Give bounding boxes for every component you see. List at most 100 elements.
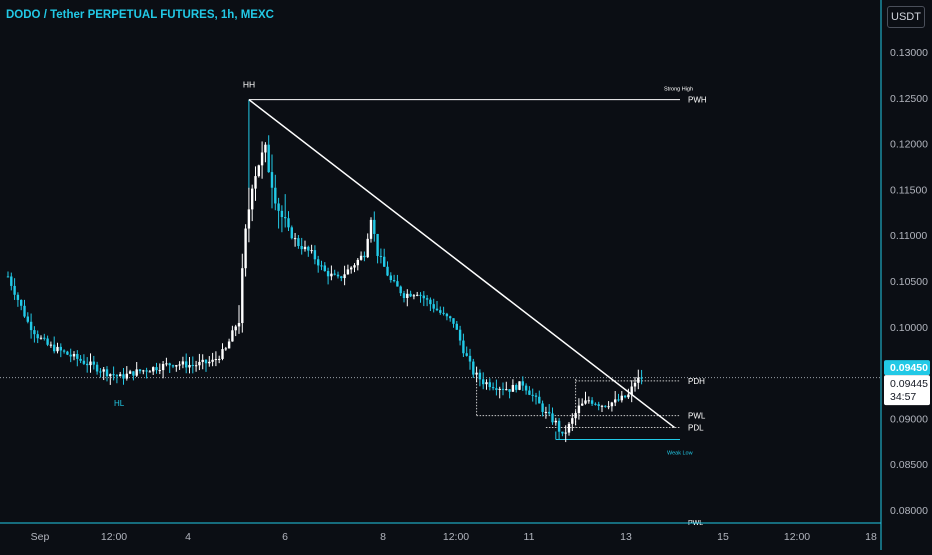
candle-body <box>92 361 95 365</box>
candle <box>524 383 528 395</box>
candle <box>422 291 425 307</box>
candle <box>359 251 363 261</box>
candle-body <box>584 400 587 404</box>
candle-body <box>633 382 637 387</box>
candle <box>508 389 511 399</box>
candle-body <box>62 350 66 352</box>
candle <box>270 154 274 209</box>
candle <box>264 142 267 163</box>
candle-body <box>630 386 633 395</box>
candle-body <box>432 304 435 309</box>
candle <box>224 346 227 351</box>
candle-body <box>419 294 422 296</box>
candle-body <box>508 389 511 392</box>
candle <box>567 421 571 436</box>
candle-body <box>303 246 307 250</box>
candle <box>181 356 185 369</box>
levels-layer <box>0 99 880 440</box>
candle <box>297 235 300 249</box>
candle-body <box>6 276 10 278</box>
candle <box>109 373 112 385</box>
candle-body <box>293 238 297 240</box>
candle-body <box>544 411 548 413</box>
candle-body <box>241 268 244 324</box>
candle-body <box>511 385 515 392</box>
candle <box>39 335 43 340</box>
candle <box>326 267 330 285</box>
candle-body <box>445 313 449 317</box>
candle <box>353 263 356 273</box>
y-tick-label: 0.12500 <box>890 93 928 105</box>
candle <box>379 248 383 264</box>
candle-body <box>320 265 323 267</box>
x-tick-label: 15 <box>717 531 729 543</box>
candle <box>59 343 62 358</box>
candle <box>399 285 402 297</box>
candle-body <box>72 353 76 357</box>
candle <box>581 398 584 406</box>
candle-body <box>66 351 69 355</box>
candle <box>600 404 604 412</box>
candle-body <box>218 358 221 360</box>
candle-body <box>604 405 607 407</box>
candle-body <box>115 375 119 377</box>
candle-body <box>165 363 168 365</box>
candle <box>577 398 581 420</box>
candle-body <box>290 227 293 239</box>
candle <box>165 357 168 367</box>
candle-body <box>383 256 386 267</box>
candle <box>158 363 161 375</box>
candle-body <box>326 271 330 277</box>
candle <box>369 217 373 243</box>
candle <box>13 278 16 300</box>
candle <box>26 312 29 324</box>
candle-body <box>623 395 627 398</box>
candle <box>284 194 287 228</box>
candle-body <box>422 295 425 299</box>
candle-body <box>29 321 33 331</box>
candle-body <box>297 238 300 247</box>
candle-body <box>488 382 491 388</box>
candle-body <box>168 363 171 366</box>
candle-body <box>46 338 49 345</box>
candle <box>161 361 165 379</box>
candle-body <box>458 329 462 341</box>
candle <box>501 382 505 396</box>
countdown-text: 34:57 <box>890 391 916 403</box>
candle <box>633 377 637 392</box>
candle-body <box>214 359 218 361</box>
candle <box>571 413 574 431</box>
candle-body <box>105 369 109 377</box>
candle-body <box>554 420 557 423</box>
candle-body <box>161 363 165 371</box>
x-tick-label: 6 <box>282 531 288 543</box>
candle <box>303 240 307 252</box>
currency-button[interactable]: USDT <box>887 6 925 28</box>
candle <box>247 187 251 243</box>
candle <box>287 211 290 231</box>
candle-body <box>274 187 277 204</box>
candle <box>155 362 158 374</box>
candle <box>86 357 89 373</box>
candle-body <box>594 403 597 405</box>
candle <box>46 335 49 347</box>
candle-body <box>336 274 340 277</box>
candle-body <box>614 399 617 403</box>
candle-body <box>109 374 112 377</box>
candle-body <box>178 364 181 366</box>
candle-body <box>561 431 564 434</box>
candle-body <box>538 396 541 404</box>
candle-body <box>36 334 39 339</box>
candle <box>614 391 617 407</box>
candle-body <box>452 318 455 324</box>
candle-body <box>155 367 158 371</box>
candle-body <box>152 367 155 372</box>
candle <box>356 257 359 271</box>
x-tick-label: 8 <box>380 531 386 543</box>
candle-body <box>343 274 346 279</box>
candle-body <box>491 387 495 389</box>
candle-body <box>76 353 79 359</box>
candle <box>218 355 221 364</box>
